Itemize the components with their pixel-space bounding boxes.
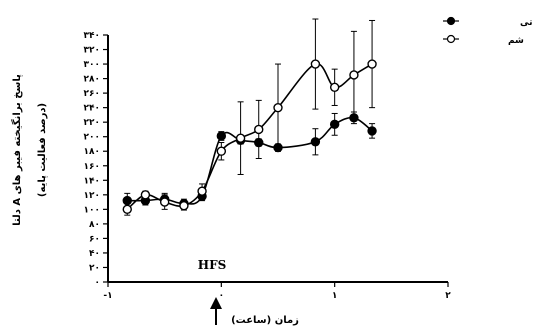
x-tick-label: -۱ (103, 291, 112, 301)
y-tick-label: ۲۸۰ (84, 75, 100, 85)
y-tick-label: ۶۰ (89, 234, 100, 244)
x-ticks: -۱ ۰ ۱ ۲ (103, 282, 451, 301)
y-tick-label: ۸۰ (89, 220, 100, 230)
data-point (216, 146, 227, 156)
series-layer (122, 18, 377, 216)
axes (107, 35, 448, 283)
y-tick-label: ۲۰۰ (84, 133, 100, 143)
legend-item-neuropathy: نوروپاتی (443, 16, 533, 28)
y-ticks: ۰ ۲۰ ۴۰ ۶۰ ۸۰ ۱۰۰ ۱۲۰ ۱۴۰ ۱۶۰ ۱۸۰ ۲۰۰ ۲۲۰ ۲۴۰ ۲۶۰ ۲۸۰ ۳… (84, 31, 108, 288)
legend-label-sham: شم (508, 36, 524, 46)
y-tick-label: ۱۶۰ (84, 162, 100, 172)
y-tick-label: ۲۲۰ (84, 118, 100, 128)
y-axis-title: پاسخ برانگیخته فیبر های A دلتا (درصد فعا… (10, 74, 48, 226)
legend-label-neuropathy: نوروپاتی (520, 18, 533, 28)
x-axis-title: زمان (ساعت) (231, 315, 299, 326)
data-point (235, 133, 246, 143)
data-point (179, 201, 189, 211)
y-tick-label: ۱۰۰ (84, 205, 100, 215)
data-point (273, 102, 283, 113)
data-point (310, 59, 321, 69)
y-axis-title-line1: پاسخ برانگیخته فیبر های A دلتا (10, 74, 23, 226)
data-point (367, 126, 377, 136)
legend: نوروپاتی شم (443, 16, 533, 46)
series-neuropathy (122, 111, 377, 209)
data-point (329, 119, 340, 130)
data-point (122, 204, 132, 215)
y-tick-label: ۰ (95, 278, 101, 288)
data-point (254, 124, 264, 135)
hfs-arrow-icon (210, 297, 222, 325)
x-tick-label: ۱ (332, 291, 338, 301)
hfs-label: HFS (198, 258, 227, 272)
y-tick-label: ۱۴۰ (84, 176, 100, 186)
data-point (329, 82, 340, 93)
x-tick-label: ۰ (219, 291, 225, 301)
y-tick-label: ۱۲۰ (84, 191, 100, 201)
y-tick-label: ۳۰۰ (84, 60, 100, 70)
data-point (349, 70, 359, 80)
y-tick-label: ۳۲۰ (84, 46, 100, 56)
y-tick-label: ۱۸۰ (84, 147, 100, 157)
data-point (140, 190, 151, 200)
y-tick-label: ۴۰ (89, 249, 100, 259)
y-tick-label: ۲۶۰ (84, 89, 100, 99)
y-tick-label: ۲۰ (89, 263, 100, 273)
legend-item-sham: شم (443, 34, 524, 46)
y-tick-label: ۳۴۰ (84, 31, 100, 41)
series-line (127, 116, 373, 205)
data-point (367, 59, 377, 69)
y-axis-title-line2: (درصد فعالیت پایه) (37, 103, 48, 197)
legend-marker-open-circle-icon (446, 34, 456, 44)
series-sham (122, 18, 377, 216)
x-tick-label: ۲ (445, 291, 451, 301)
data-point (216, 131, 227, 141)
data-point (197, 186, 207, 196)
y-tick-label: ۲۴۰ (84, 104, 100, 114)
data-point (310, 137, 321, 147)
data-point (159, 197, 170, 207)
legend-marker-filled-circle-icon (446, 16, 456, 26)
